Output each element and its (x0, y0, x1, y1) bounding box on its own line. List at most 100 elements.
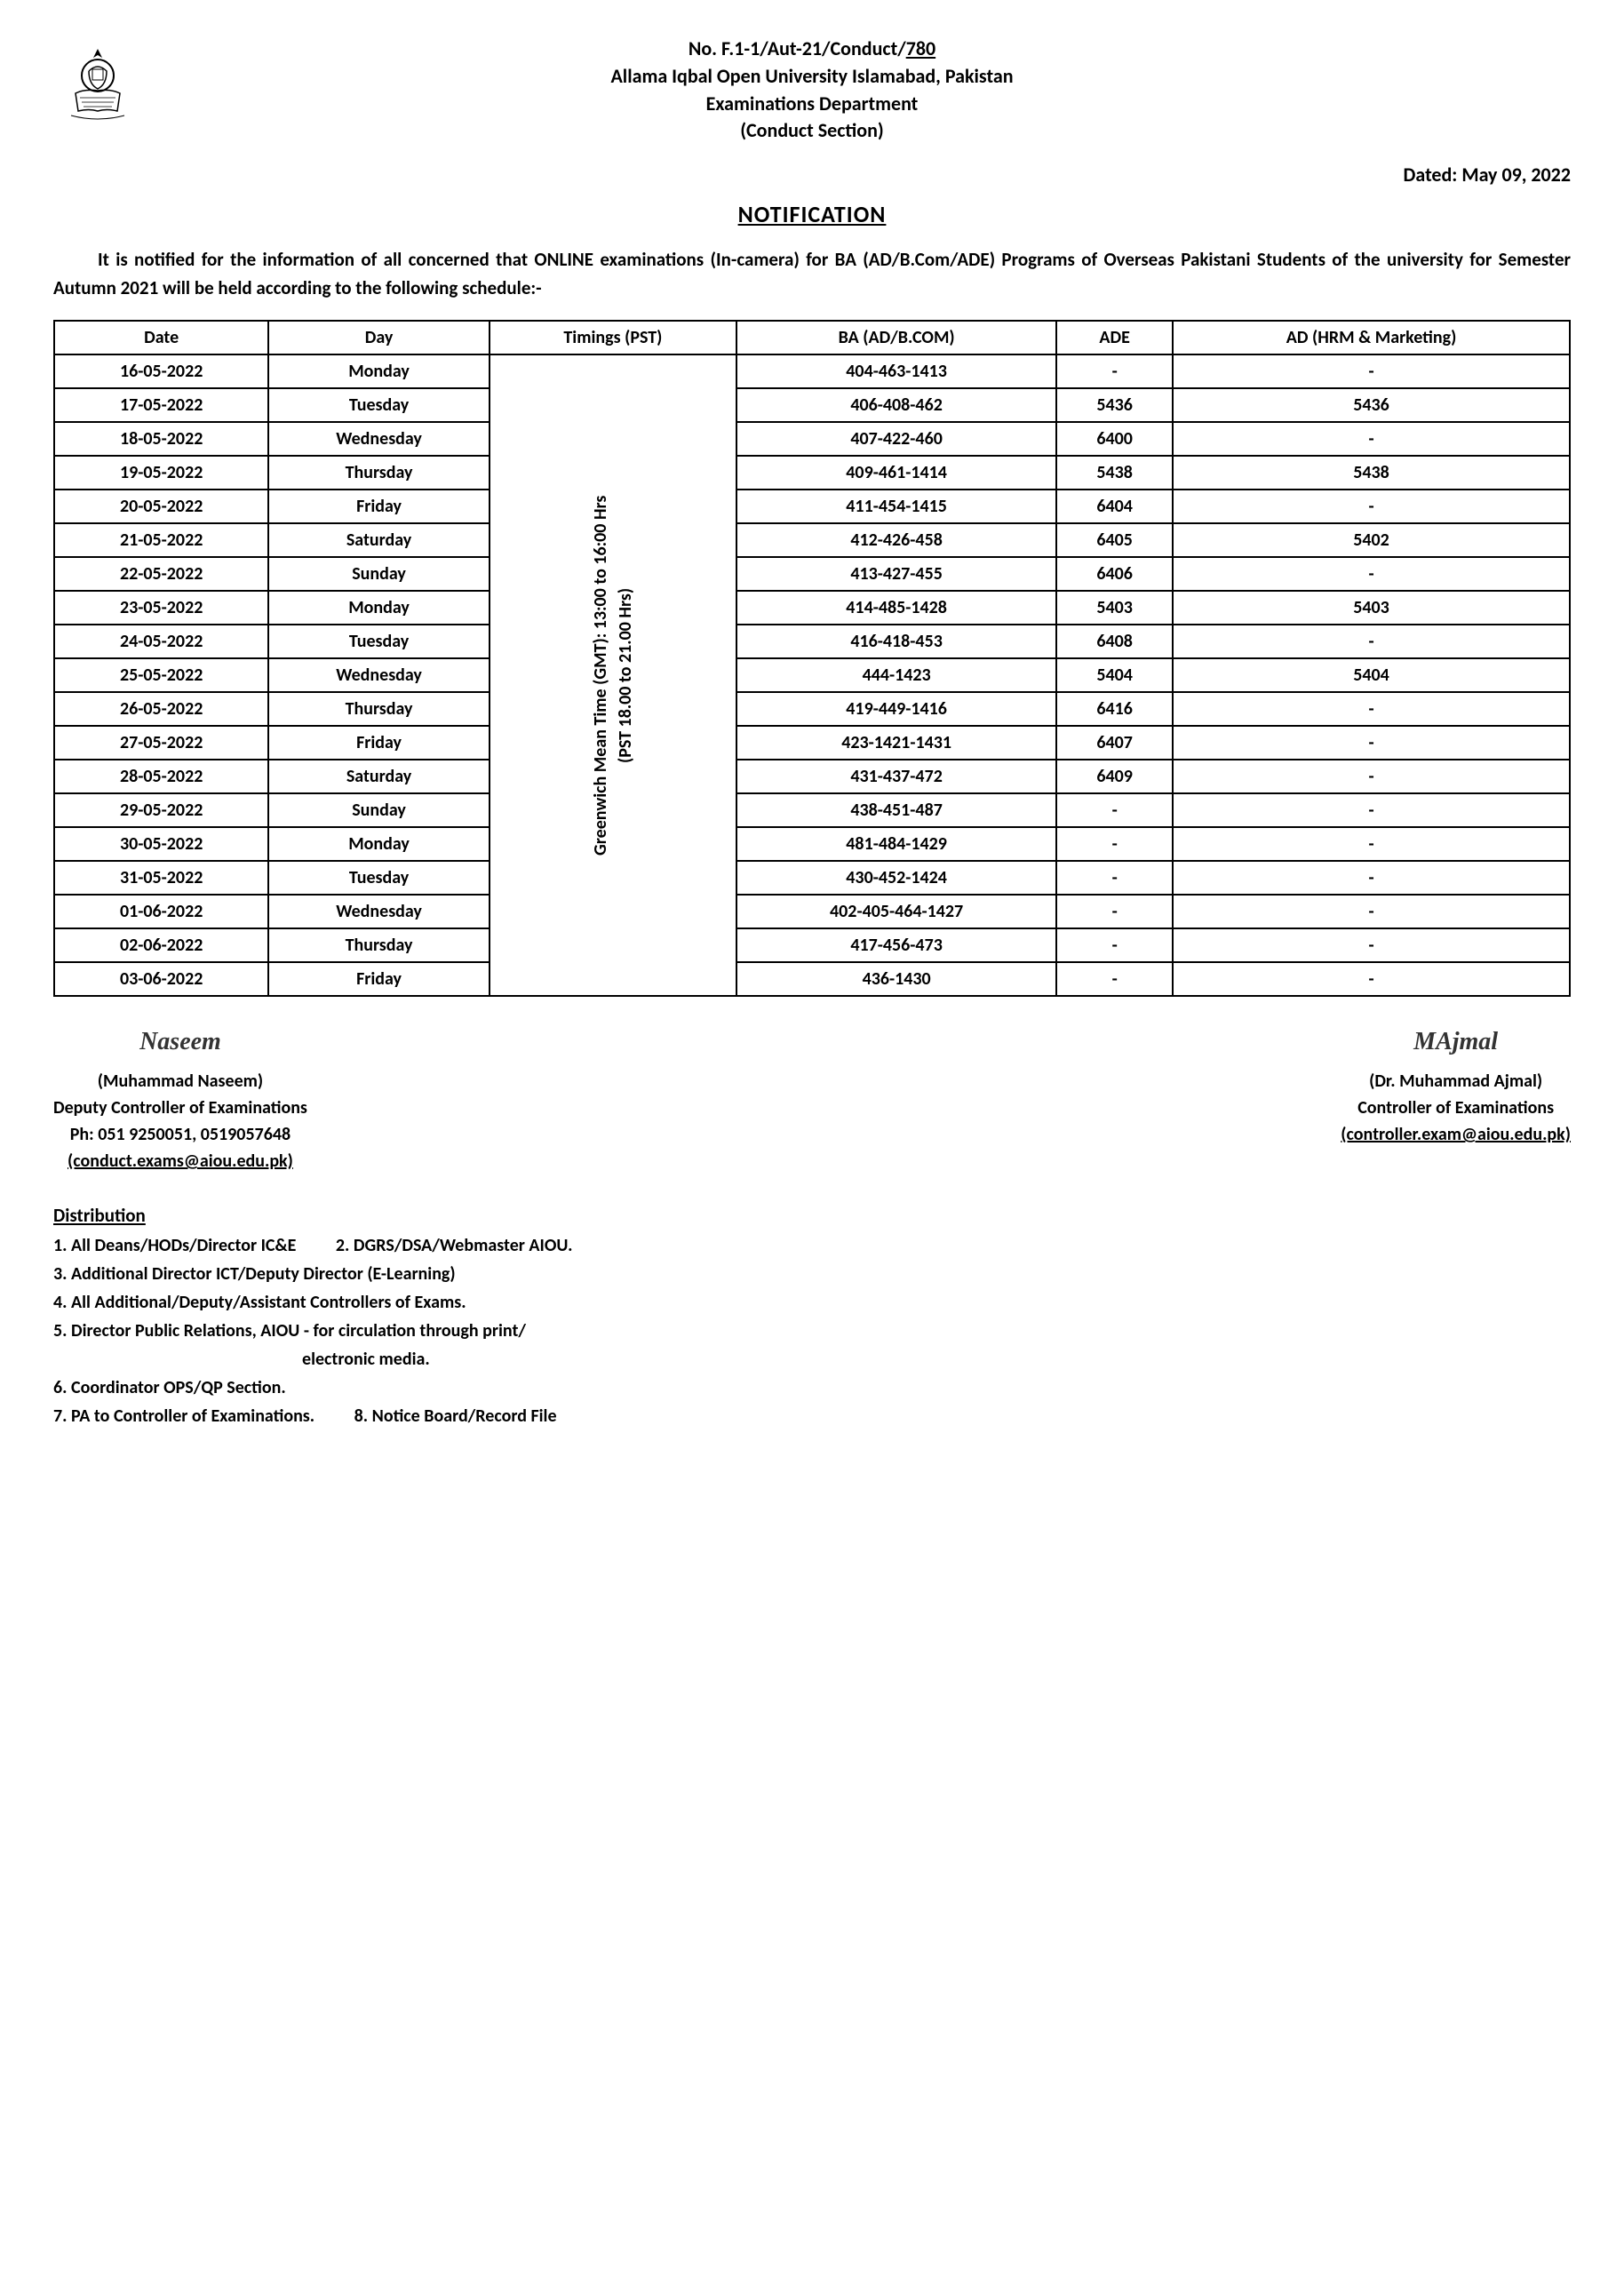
cell-adhrm: - (1173, 692, 1570, 726)
cell-day: Thursday (268, 456, 489, 490)
cell-ade: 6407 (1056, 726, 1173, 760)
cell-ade: 6408 (1056, 625, 1173, 658)
cell-adhrm: - (1173, 895, 1570, 928)
dist-item-5b: electronic media. (53, 1345, 1571, 1373)
cell-adhrm: - (1173, 962, 1570, 996)
table-row: 17-05-2022Tuesday406-408-46254365436 (54, 388, 1570, 422)
table-row: 25-05-2022Wednesday444-142354045404 (54, 658, 1570, 692)
dist-row-7: 7. PA to Controller of Examinations. 8. … (53, 1402, 1571, 1430)
cell-day: Sunday (268, 793, 489, 827)
cell-ba: 419-449-1416 (736, 692, 1056, 726)
cell-date: 23-05-2022 (54, 591, 268, 625)
notification-title: NOTIFICATION (53, 200, 1571, 228)
dist-item-6: 6. Coordinator OPS/QP Section. (53, 1373, 1571, 1402)
cell-ba: 417-456-473 (736, 928, 1056, 962)
distribution-title: Distribution (53, 1201, 1571, 1231)
org-name: Allama Iqbal Open University Islamabad, … (53, 63, 1571, 91)
cell-day: Monday (268, 827, 489, 861)
cell-ade: 5404 (1056, 658, 1173, 692)
cell-ba: 407-422-460 (736, 422, 1056, 456)
cell-timings: Greenwich Mean Time (GMT): 13:00 to 16:0… (490, 354, 736, 996)
cell-day: Wednesday (268, 895, 489, 928)
dist-item-8: 8. Notice Board/Record File (354, 1402, 557, 1430)
cell-date: 28-05-2022 (54, 760, 268, 793)
cell-ba: 416-418-453 (736, 625, 1056, 658)
cell-ba: 411-454-1415 (736, 490, 1056, 523)
sig-left-title: Deputy Controller of Examinations (53, 1095, 307, 1121)
cell-date: 21-05-2022 (54, 523, 268, 557)
cell-day: Tuesday (268, 388, 489, 422)
dist-item-1: 1. All Deans/HODs/Director IC&E (53, 1231, 296, 1260)
cell-date: 02-06-2022 (54, 928, 268, 962)
sig-right-email: (controller.exam@aiou.edu.pk) (1341, 1121, 1571, 1148)
dist-item-3: 3. Additional Director ICT/Deputy Direct… (53, 1260, 1571, 1288)
ref-prefix: No. F.1-1/Aut-21/Conduct/ (689, 36, 906, 60)
dist-item-2: 2. DGRS/DSA/Webmaster AIOU. (336, 1231, 573, 1260)
cell-ba: 412-426-458 (736, 523, 1056, 557)
table-row: 20-05-2022Friday411-454-14156404- (54, 490, 1570, 523)
signature-mark-left: Naseem (53, 1023, 307, 1068)
cell-ba: 404-463-1413 (736, 354, 1056, 388)
cell-day: Thursday (268, 692, 489, 726)
table-row: 01-06-2022Wednesday402-405-464-1427-- (54, 895, 1570, 928)
cell-day: Friday (268, 490, 489, 523)
cell-ade: 6409 (1056, 760, 1173, 793)
cell-ba: 481-484-1429 (736, 827, 1056, 861)
col-ba: BA (AD/B.COM) (736, 321, 1056, 354)
cell-date: 17-05-2022 (54, 388, 268, 422)
header-text: No. F.1-1/Aut-21/Conduct/780 Allama Iqba… (53, 36, 1571, 145)
sig-left-email: (conduct.exams@aiou.edu.pk) (53, 1148, 307, 1174)
cell-adhrm: - (1173, 726, 1570, 760)
cell-adhrm: 5436 (1173, 388, 1570, 422)
cell-ade: - (1056, 793, 1173, 827)
cell-ba: 438-451-487 (736, 793, 1056, 827)
table-row: 22-05-2022Sunday413-427-4556406- (54, 557, 1570, 591)
cell-adhrm: 5404 (1173, 658, 1570, 692)
cell-day: Friday (268, 962, 489, 996)
table-row: 30-05-2022Monday481-484-1429-- (54, 827, 1570, 861)
cell-ba: 423-1421-1431 (736, 726, 1056, 760)
dist-item-7: 7. PA to Controller of Examinations. (53, 1402, 314, 1430)
table-row: 03-06-2022Friday436-1430-- (54, 962, 1570, 996)
cell-adhrm: - (1173, 928, 1570, 962)
table-row: 24-05-2022Tuesday416-418-4536408- (54, 625, 1570, 658)
cell-ade: 6400 (1056, 422, 1173, 456)
signature-right: MAjmal (Dr. Muhammad Ajmal) Controller o… (1341, 1023, 1571, 1174)
cell-date: 20-05-2022 (54, 490, 268, 523)
cell-ade: 6416 (1056, 692, 1173, 726)
reference-number: No. F.1-1/Aut-21/Conduct/780 (53, 36, 1571, 63)
sig-right-name: (Dr. Muhammad Ajmal) (1341, 1068, 1571, 1095)
cell-date: 18-05-2022 (54, 422, 268, 456)
cell-ade: 5436 (1056, 388, 1173, 422)
intro-paragraph: It is notified for the information of al… (53, 246, 1571, 302)
cell-adhrm: - (1173, 490, 1570, 523)
dist-item-4: 4. All Additional/Deputy/Assistant Contr… (53, 1288, 1571, 1317)
cell-adhrm: - (1173, 760, 1570, 793)
cell-day: Tuesday (268, 625, 489, 658)
table-row: 16-05-2022MondayGreenwich Mean Time (GMT… (54, 354, 1570, 388)
distribution-section: Distribution 1. All Deans/HODs/Director … (53, 1201, 1571, 1430)
date-line: Dated: May 09, 2022 (53, 163, 1571, 187)
cell-date: 03-06-2022 (54, 962, 268, 996)
cell-ba: 406-408-462 (736, 388, 1056, 422)
cell-ade: - (1056, 861, 1173, 895)
cell-date: 25-05-2022 (54, 658, 268, 692)
cell-date: 22-05-2022 (54, 557, 268, 591)
cell-adhrm: - (1173, 354, 1570, 388)
cell-ba: 431-437-472 (736, 760, 1056, 793)
table-row: 28-05-2022Saturday431-437-4726409- (54, 760, 1570, 793)
cell-ba: 414-485-1428 (736, 591, 1056, 625)
schedule-table: Date Day Timings (PST) BA (AD/B.COM) ADE… (53, 320, 1571, 997)
table-row: 26-05-2022Thursday419-449-14166416- (54, 692, 1570, 726)
cell-ade: 6405 (1056, 523, 1173, 557)
dist-row-1: 1. All Deans/HODs/Director IC&E 2. DGRS/… (53, 1231, 1571, 1260)
ref-number: 780 (906, 36, 935, 60)
table-row: 27-05-2022Friday423-1421-14316407- (54, 726, 1570, 760)
cell-ba: 409-461-1414 (736, 456, 1056, 490)
cell-ba: 413-427-455 (736, 557, 1056, 591)
sig-left-name: (Muhammad Naseem) (53, 1068, 307, 1095)
cell-ade: - (1056, 895, 1173, 928)
cell-adhrm: 5403 (1173, 591, 1570, 625)
cell-adhrm: - (1173, 793, 1570, 827)
table-row: 18-05-2022Wednesday407-422-4606400- (54, 422, 1570, 456)
